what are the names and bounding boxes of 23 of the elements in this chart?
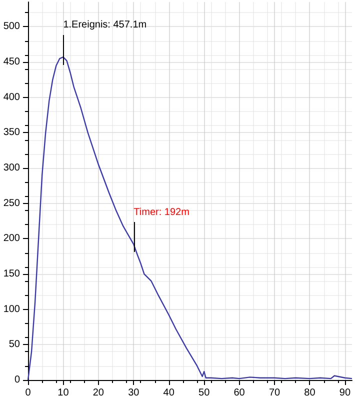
- y-tick-label: 450: [3, 56, 20, 68]
- annotation: 1.Ereignis: 457.1m: [63, 20, 147, 31]
- y-tick-label: 100: [3, 304, 20, 315]
- x-tick-label: 40: [163, 388, 175, 398]
- y-tick-label: 500: [3, 21, 20, 32]
- y-tick-label: 400: [3, 92, 20, 103]
- y-tick-label: 0: [14, 374, 20, 386]
- x-tick-label: 0: [25, 388, 32, 398]
- y-tick-label: 350: [3, 127, 20, 138]
- y-tick-label: 250: [3, 198, 20, 209]
- x-tick-label: 50: [198, 388, 210, 398]
- y-tick-label: 50: [8, 339, 20, 350]
- x-tick-label: 30: [128, 388, 140, 398]
- y-tick-label: 300: [3, 162, 20, 174]
- x-tick-label: 90: [339, 388, 351, 398]
- x-tick-label: 60: [234, 388, 246, 398]
- x-tick-label: 80: [304, 388, 316, 398]
- y-tick-label: 150: [3, 268, 20, 280]
- annotation: Timer: 192m: [134, 206, 190, 218]
- x-tick-label: 10: [58, 388, 70, 398]
- y-tick-label: 200: [3, 233, 20, 244]
- x-tick-label: 70: [268, 388, 281, 398]
- x-tick-label: 20: [92, 388, 104, 398]
